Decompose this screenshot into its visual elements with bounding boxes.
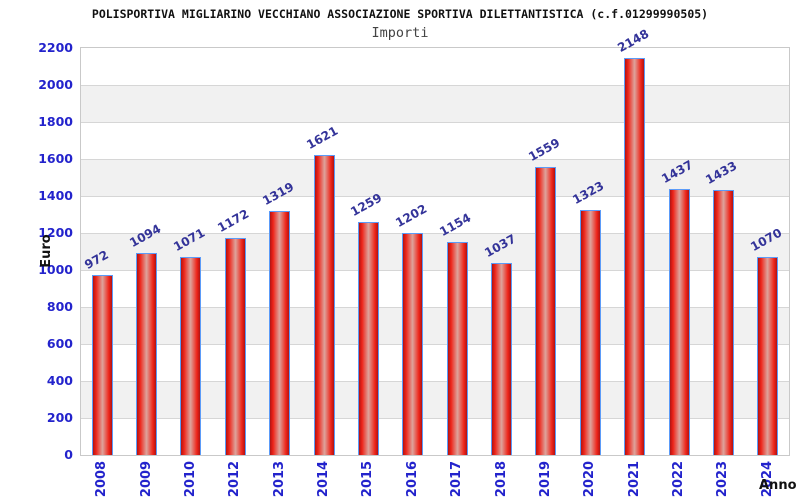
chart-subtitle: Importi [371,25,429,41]
y-tick-label: 0 [64,447,73,462]
x-tick-label: 2009 [138,460,154,498]
y-tick-label: 200 [46,410,73,425]
bar-2023 [712,189,734,455]
y-tick-label: 600 [46,336,73,351]
y-axis-title: Euro [39,234,54,268]
x-tick-label: 2017 [449,460,465,498]
x-tick-label: 2012 [227,460,243,498]
x-tick-label: 2018 [493,460,509,498]
gridline [81,85,789,86]
x-tick-label: 2013 [271,460,287,498]
bar-2013 [269,210,291,455]
y-tick-label: 2200 [38,40,73,55]
gridline [81,233,789,234]
y-tick-label: 1000 [38,262,73,277]
x-tick-label: 2022 [671,460,687,498]
bar-2009 [136,252,158,455]
x-tick-label: 2020 [582,460,598,498]
x-tick-label: 2015 [360,460,376,498]
x-tick-label: 2023 [715,460,731,498]
bar-2024 [757,257,779,455]
y-tick-label: 400 [46,373,73,388]
y-tick-label: 1800 [38,114,73,129]
y-tick-label: 1200 [38,225,73,240]
gridline [81,418,789,419]
bar-2017 [446,241,468,455]
chart-title: POLISPORTIVA MIGLIARINO VECCHIANO ASSOCI… [91,7,709,21]
bar-2012 [224,238,246,455]
plot-band [81,122,789,159]
bar-2018 [491,263,513,455]
gridline [81,381,789,382]
plot-band [81,48,789,85]
bar-2015 [357,222,379,455]
bar-2020 [579,210,601,455]
plot-band [81,85,789,122]
bar-2008 [91,275,113,455]
x-tick-label: 2021 [626,460,642,498]
x-tick-label: 2008 [94,460,110,498]
gridline [81,344,789,345]
gridline [81,196,789,197]
x-axis-title: Anno [759,478,797,493]
gridline [81,159,789,160]
x-tick-label: 2014 [316,460,332,498]
bar-2014 [313,155,335,455]
gridline [81,122,789,123]
bar-2022 [668,189,690,455]
x-tick-label: 2019 [537,460,553,498]
y-tick-label: 800 [46,299,73,314]
y-tick-label: 1600 [38,151,73,166]
bar-2016 [402,232,424,455]
x-tick-label: 2010 [182,460,198,498]
bar-2010 [180,256,202,455]
x-tick-label: 2016 [404,460,420,498]
gridline [81,270,789,271]
y-tick-label: 2000 [38,77,73,92]
gridline [81,307,789,308]
bar-2021 [624,57,646,455]
y-tick-label: 1400 [38,188,73,203]
bar-2019 [535,166,557,455]
